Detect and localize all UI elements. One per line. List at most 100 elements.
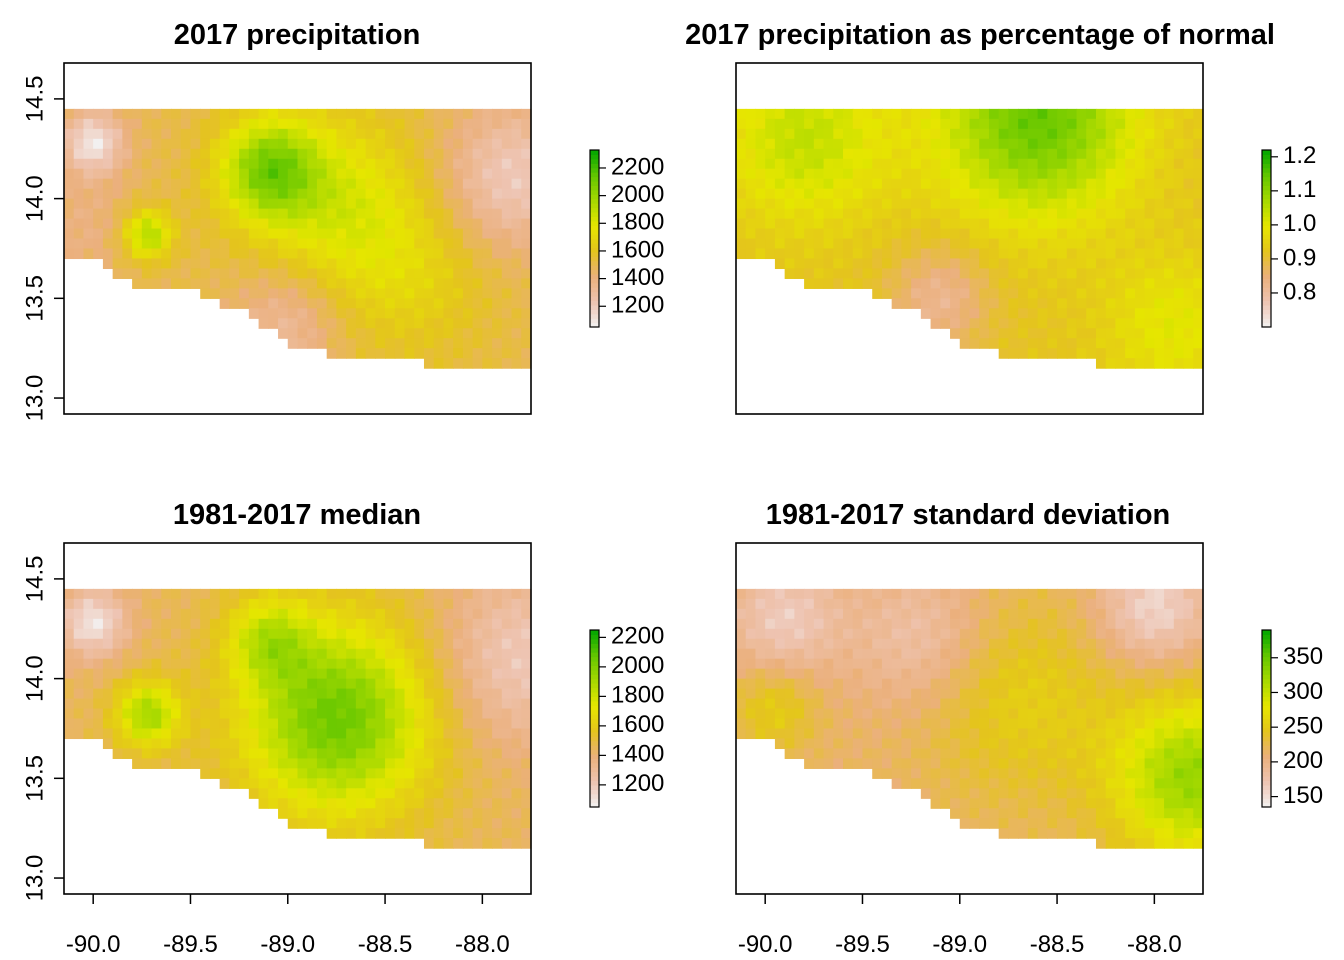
raster-cell — [501, 348, 513, 359]
raster-cell — [979, 178, 990, 190]
raster-cell — [297, 778, 308, 789]
raster-cell — [287, 608, 299, 620]
raster-cell — [492, 358, 503, 369]
raster-cell — [794, 188, 805, 200]
raster-cell — [501, 128, 513, 140]
raster-cell — [404, 348, 415, 359]
raster-cell — [492, 818, 503, 829]
raster-cell — [1008, 628, 1019, 640]
raster-cell — [1086, 158, 1097, 170]
raster-cell — [940, 178, 951, 190]
raster-cell — [1173, 178, 1185, 190]
raster-cell — [1164, 718, 1175, 730]
raster-cell — [1008, 688, 1019, 700]
raster-cell — [287, 648, 299, 660]
raster-cell — [891, 278, 902, 289]
raster-cell — [1164, 318, 1175, 329]
raster-cell — [1144, 678, 1155, 690]
raster-cell — [297, 688, 308, 700]
raster-cell — [1173, 598, 1185, 610]
raster-cell — [774, 228, 786, 240]
raster-cell — [813, 668, 825, 680]
raster-cell — [501, 608, 513, 620]
raster-cell — [852, 758, 864, 769]
raster-cell — [833, 698, 844, 710]
raster-cell — [1164, 588, 1175, 600]
raster-cell — [64, 228, 75, 240]
raster-cell — [998, 738, 1010, 750]
raster-cell — [1027, 638, 1039, 650]
raster-cell — [1183, 298, 1194, 309]
raster-cell — [1086, 588, 1097, 600]
raster-cell — [375, 638, 386, 650]
raster-cell — [404, 288, 415, 299]
raster-cell — [1076, 748, 1087, 759]
raster-cell — [171, 268, 182, 279]
raster-cell — [1173, 638, 1185, 650]
raster-cell — [112, 228, 123, 240]
raster-cell — [1008, 798, 1019, 809]
raster-cell — [794, 678, 805, 690]
raster-cell — [365, 818, 376, 829]
raster-cell — [891, 118, 902, 130]
raster-cell — [1164, 188, 1175, 200]
raster-cell — [1173, 728, 1185, 740]
raster-cell — [336, 698, 347, 710]
raster-cell — [988, 158, 1000, 170]
raster-cell — [472, 818, 483, 829]
raster-cell — [346, 668, 357, 680]
raster-cell — [911, 638, 922, 650]
legend-swatch — [590, 722, 599, 728]
raster-cell — [1164, 638, 1175, 650]
raster-cell — [1018, 228, 1029, 240]
raster-cell — [248, 268, 260, 279]
raster-cell — [102, 698, 114, 710]
raster-cell — [1183, 178, 1194, 190]
raster-cell — [190, 268, 201, 279]
raster-cell — [73, 728, 85, 740]
raster-cell — [979, 228, 990, 240]
raster-cell — [229, 268, 240, 279]
raster-cell — [1027, 708, 1039, 720]
raster-cell — [492, 218, 503, 230]
raster-cell — [774, 738, 786, 750]
raster-cell — [1193, 808, 1204, 819]
raster-cell — [462, 218, 474, 230]
raster-cell — [1173, 348, 1185, 359]
raster-cell — [355, 818, 367, 829]
raster-cell — [200, 188, 211, 200]
raster-cell — [258, 658, 269, 670]
raster-cell — [248, 638, 260, 650]
raster-cell — [316, 688, 328, 700]
raster-cell — [141, 598, 153, 610]
raster-cell — [852, 128, 864, 140]
raster-cell — [462, 588, 474, 600]
raster-cell — [940, 188, 951, 200]
raster-cell — [511, 248, 522, 260]
raster-cell — [872, 278, 883, 289]
raster-cell — [969, 598, 980, 610]
raster-cell — [219, 758, 230, 769]
raster-cell — [171, 748, 182, 759]
raster-cell — [93, 208, 104, 220]
raster-cell — [219, 608, 230, 620]
raster-cell — [979, 218, 990, 230]
raster-cell — [229, 148, 240, 160]
raster-cell — [336, 208, 347, 220]
raster-cell — [774, 248, 786, 260]
raster-cell — [794, 748, 805, 759]
raster-cell — [64, 698, 75, 710]
raster-cell — [1105, 608, 1117, 620]
raster-cell — [988, 338, 1000, 349]
raster-cell — [472, 648, 483, 660]
raster-cell — [171, 278, 182, 289]
raster-cell — [1018, 688, 1029, 700]
raster-cell — [492, 278, 503, 289]
raster-cell — [988, 318, 1000, 329]
raster-cell — [1125, 258, 1136, 270]
raster-cell — [151, 158, 162, 170]
raster-cell — [501, 258, 513, 270]
raster-cell — [959, 108, 971, 120]
raster-cell — [472, 138, 483, 150]
raster-cell — [365, 288, 376, 299]
